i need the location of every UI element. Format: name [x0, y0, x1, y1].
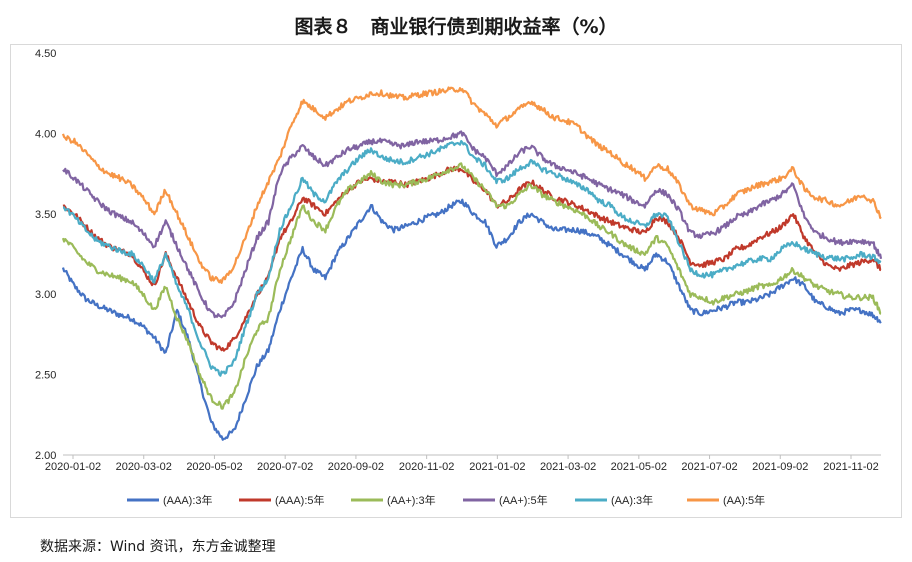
- x-tick-label: 2020-09-02: [328, 461, 384, 473]
- series-line-2: [61, 162, 882, 410]
- y-tick-label: 4.50: [35, 48, 56, 60]
- line-chart: 2.00 2.50 3.00 3.50 4.00 4.50 2020-01-02 2020-0…: [35, 48, 883, 507]
- x-tick-label: 2021-03-02: [540, 461, 596, 473]
- legend-label: (AAA):3年: [163, 493, 213, 507]
- x-tick-label: 2020-05-02: [186, 461, 242, 473]
- x-tick-label: 2020-03-02: [116, 461, 172, 473]
- x-tick-label: 2021-09-02: [752, 461, 808, 473]
- legend-label: (AAA):5年: [275, 493, 325, 507]
- legend-label: (AA):3年: [611, 493, 653, 507]
- series-line-0: [61, 198, 882, 441]
- y-tick-label: 2.50: [35, 370, 56, 382]
- y-tick-label: 4.00: [35, 128, 56, 140]
- series-line-5: [61, 86, 882, 284]
- x-tick-label: 2021-07-02: [681, 461, 737, 473]
- chart-title: 图表８ 商业银行债到期收益率（%）: [294, 16, 618, 38]
- x-tick-label: 2021-01-02: [469, 461, 525, 473]
- source-note: 数据来源：Wind 资讯，东方金诚整理: [40, 539, 276, 555]
- series-line-1: [62, 165, 882, 352]
- legend-label: (AA+):3年: [387, 493, 436, 507]
- x-tick-label: 2021-11-02: [823, 461, 878, 473]
- x-tick-label: 2021-05-02: [611, 461, 667, 473]
- legend-label: (AA+):5年: [499, 493, 548, 507]
- x-tick-label: 2020-07-02: [257, 461, 313, 473]
- y-tick-label: 3.50: [35, 209, 56, 221]
- x-tick-label: 2020-11-02: [399, 461, 454, 473]
- x-tick-label: 2020-01-02: [45, 461, 101, 473]
- chart-area: 2.00 2.50 3.00 3.50 4.00 4.50 2020-01-02 2020-0…: [10, 44, 902, 518]
- y-tick-label: 2.00: [35, 450, 56, 462]
- y-tick-label: 3.00: [35, 289, 56, 301]
- series-line-4: [62, 140, 882, 377]
- legend-label: (AA):5年: [723, 493, 765, 507]
- series-line-3: [62, 130, 883, 319]
